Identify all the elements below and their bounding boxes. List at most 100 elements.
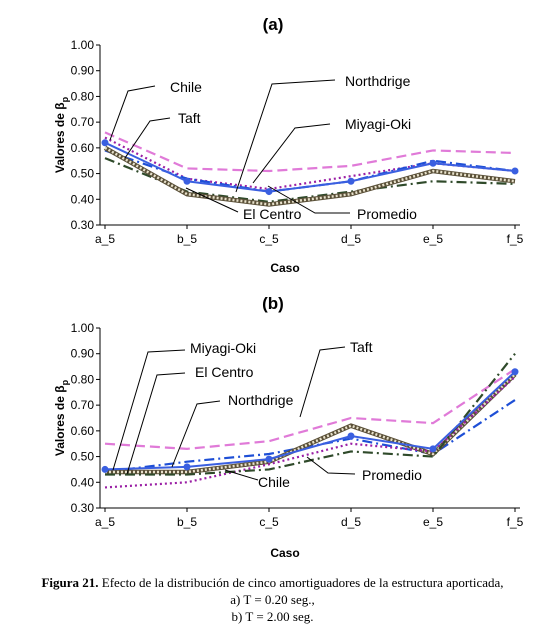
series-promedio: [101, 139, 519, 196]
series-line: [105, 353, 516, 476]
y-tick-label: 0.40: [71, 192, 95, 206]
caption-line-3: b) T = 2.00 seg.: [231, 609, 314, 624]
x-tick-label: e_5: [423, 232, 443, 246]
data-point: [511, 368, 519, 376]
y-tick-label: 0.60: [71, 424, 95, 438]
series-line: [104, 368, 516, 450]
x-tick-label: c_5: [259, 232, 279, 246]
y-axis-label-subscript: p: [60, 96, 70, 102]
y-tick-label: 0.30: [71, 501, 95, 515]
series-el-centro: [105, 372, 517, 475]
data-point: [347, 177, 355, 185]
y-tick-label: 1.00: [71, 38, 95, 52]
data-point: [265, 188, 273, 196]
x-axis-label: Caso: [270, 546, 299, 560]
series-line: [104, 136, 516, 191]
data-point: [183, 177, 191, 185]
caption-text: Efecto de la distribución de cinco amort…: [98, 575, 504, 590]
data-point: [511, 167, 519, 175]
y-axis-label: Valores de βp: [53, 96, 70, 173]
series-northdrige: [104, 136, 516, 191]
y-axis-label-main: Valores de β: [53, 102, 67, 173]
series-chile: [105, 353, 516, 476]
series-taft: [104, 131, 516, 173]
x-tick-label: d_5: [341, 515, 361, 529]
annotation-leader: [306, 456, 356, 475]
annotation-label: Northdrige: [228, 392, 294, 408]
annotation-leader: [112, 349, 186, 471]
annotation-label: Promedio: [362, 467, 422, 483]
annotation-leader: [224, 469, 259, 481]
y-tick-label: 1.00: [71, 321, 95, 335]
y-axis-label: Valores de βp: [53, 379, 70, 456]
x-tick-label: b_5: [177, 232, 197, 246]
caption-line-2: a) T = 0.20 seg.,: [230, 592, 315, 607]
data-point: [265, 455, 273, 463]
chart-title: (b): [262, 294, 284, 313]
annotation-leader: [126, 372, 186, 475]
annotation-label: El Centro: [243, 206, 302, 222]
y-axis-label-subscript: p: [60, 379, 70, 385]
data-point: [429, 159, 437, 167]
y-axis-label-main: Valores de β: [53, 385, 67, 456]
y-tick-label: 0.80: [71, 372, 95, 386]
data-point: [101, 465, 109, 473]
chart-title: (a): [263, 15, 284, 34]
annotation-leader: [235, 79, 336, 193]
annotation-label: Chile: [170, 79, 202, 95]
series-line: [104, 146, 516, 206]
y-tick-label: 0.80: [71, 89, 95, 103]
annotation-leader: [252, 123, 331, 184]
y-tick-label: 0.90: [71, 347, 95, 361]
data-point: [347, 432, 355, 440]
series-line-outline: [103, 145, 516, 207]
caption-line-1: Figura 21. Efecto de la distribución de …: [0, 575, 545, 591]
annotation-label: Miyagi-Oki: [345, 116, 411, 132]
annotation-leader: [185, 187, 239, 213]
y-tick-label: 0.70: [71, 115, 95, 129]
figure: (a) 0.30 0.40 0.50 0.60 0.70 0.80 0.90 1.00 a_5 b_…: [53, 15, 524, 560]
series-line: [105, 373, 516, 474]
annotation-leader: [109, 85, 156, 141]
x-tick-label: a_5: [95, 515, 115, 529]
y-tick-label: 0.50: [71, 450, 95, 464]
x-tick-label: f_5: [507, 515, 524, 529]
data-point: [101, 139, 109, 147]
annotation-label: Promedio: [357, 206, 417, 222]
y-tick-label: 0.30: [71, 218, 95, 232]
x-axis-label: Caso: [270, 261, 299, 275]
series-line: [104, 370, 516, 471]
annotation-leader: [171, 400, 221, 468]
chart-panel-a: (a) 0.30 0.40 0.50 0.60 0.70 0.80 0.90 1.00 a_5 b_…: [53, 15, 524, 275]
x-tick-label: c_5: [259, 515, 279, 529]
caption-label: Figura 21.: [41, 575, 99, 590]
y-tick-label: 0.70: [71, 398, 95, 412]
y-tick-label: 0.40: [71, 475, 95, 489]
series-northdrige: [104, 376, 516, 489]
annotation-label: Taft: [350, 339, 373, 355]
y-tick-label: 0.90: [71, 64, 95, 78]
x-tick-label: d_5: [341, 232, 361, 246]
series-line: [104, 141, 516, 193]
annotation-leader: [267, 185, 350, 214]
x-tick-label: f_5: [507, 232, 524, 246]
series-line: [104, 376, 516, 489]
chart-panel-b: (b) 0.30 0.40 0.50 0.60 0.70 0.80 0.90 1.00 a_5 b_…: [53, 294, 524, 560]
x-tick-label: b_5: [177, 515, 197, 529]
data-point: [183, 463, 191, 471]
annotation-leader: [299, 346, 346, 418]
series-taft: [104, 368, 516, 450]
y-tick-label: 0.50: [71, 167, 95, 181]
annotation-label: El Centro: [195, 364, 254, 380]
x-tick-label: e_5: [423, 515, 443, 529]
annotation-label: Taft: [178, 110, 201, 126]
series-line: [104, 131, 516, 173]
annotation-label: Miyagi-Oki: [190, 340, 256, 356]
series-el-centro: [103, 145, 516, 207]
data-point: [429, 445, 437, 453]
annotation-leader: [124, 117, 171, 159]
x-tick-label: a_5: [95, 232, 115, 246]
series-promedio: [101, 368, 519, 473]
y-tick-label: 0.60: [71, 141, 95, 155]
series-line-outline: [105, 372, 517, 475]
